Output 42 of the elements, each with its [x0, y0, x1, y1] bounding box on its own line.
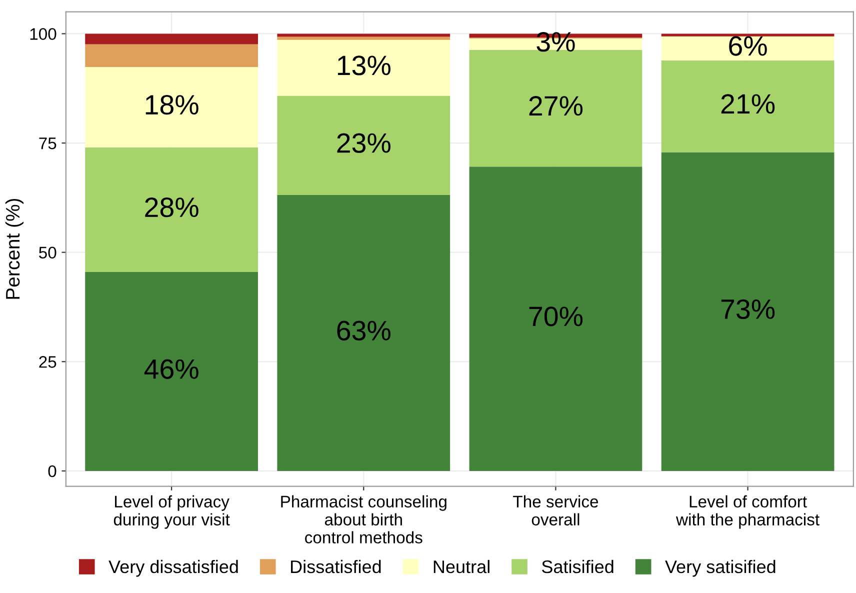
- data-label: 70%: [529, 306, 583, 326]
- data-label: 23%: [337, 133, 390, 153]
- y-tick-label: 0: [48, 465, 56, 478]
- x-tick-label: The service overall: [513, 495, 598, 526]
- bar: [661, 36, 834, 60]
- bar: [85, 34, 258, 44]
- y-tick-label: 100: [30, 28, 56, 40]
- legend-label: Neutral: [434, 560, 490, 574]
- bar: [85, 272, 258, 471]
- legend-label: Dissatisfied: [291, 560, 381, 574]
- bar: [85, 44, 258, 67]
- x-tick-label: Pharmacist counseling about birth control methods: [281, 495, 446, 544]
- bar: [469, 166, 642, 471]
- bar: [85, 147, 258, 272]
- data-label: 28%: [145, 197, 198, 218]
- data-label: 27%: [529, 96, 583, 116]
- bar: [661, 152, 834, 471]
- bar: [277, 96, 450, 196]
- bar: [277, 40, 450, 96]
- legend-label: Very satisified: [665, 560, 776, 577]
- y-axis-title: Percent (%): [5, 198, 24, 299]
- x-tick-label: Level of privacy during your visit: [114, 495, 230, 529]
- bar: [277, 195, 450, 471]
- bar: [277, 34, 450, 37]
- legend-label: Satisified: [542, 560, 614, 574]
- y-tick-label: 75: [39, 138, 56, 150]
- bar: [277, 36, 450, 40]
- data-label: 6%: [729, 36, 767, 56]
- data-label: 63%: [337, 320, 390, 340]
- x-tick-label: Level of comfort with the pharmacist: [676, 495, 820, 529]
- y-tick-label: 25: [39, 356, 56, 368]
- data-label: 46%: [144, 359, 198, 379]
- data-label: 21%: [721, 94, 775, 114]
- data-label: 18%: [146, 94, 198, 115]
- legend-label: Very dissatisfied: [108, 560, 238, 577]
- data-label: 13%: [338, 56, 390, 76]
- bar: [661, 60, 834, 152]
- data-label: 73%: [721, 299, 775, 320]
- bar: [85, 66, 258, 148]
- y-tick-label: 50: [39, 246, 56, 259]
- data-label: 3%: [536, 32, 575, 52]
- bar: [661, 34, 834, 36]
